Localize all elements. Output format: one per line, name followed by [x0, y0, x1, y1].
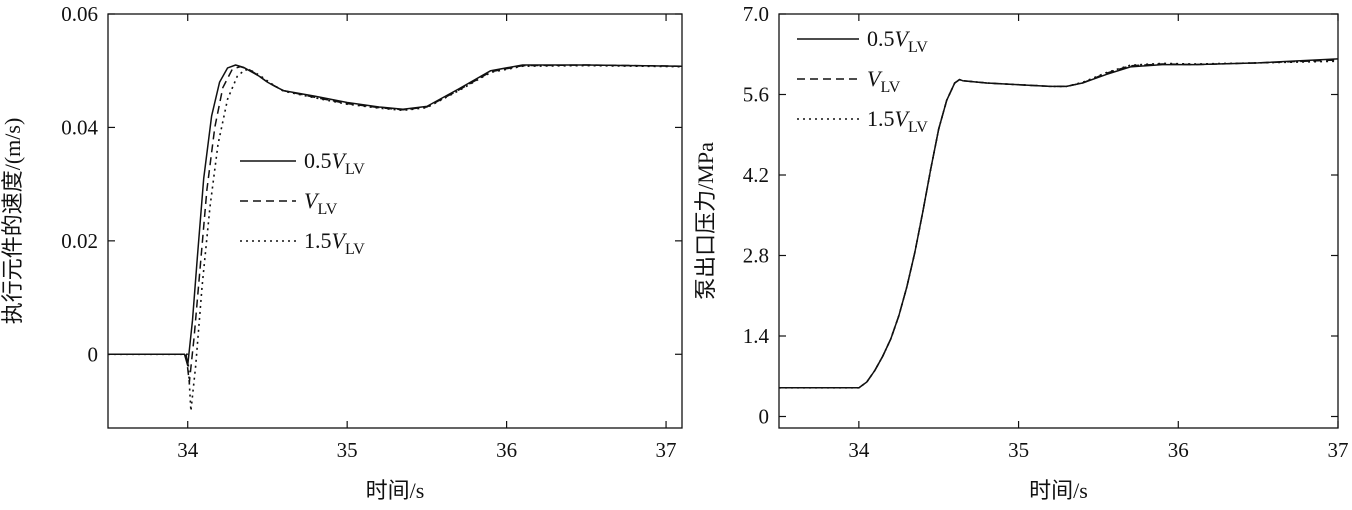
y-axis-label: 执行元件的速度/(m/s) [0, 118, 25, 325]
y-tick-label: 0 [759, 405, 770, 429]
legend-label: 0.5VLV [304, 148, 365, 178]
series-line-dashed [779, 59, 1338, 389]
legend-label: 1.5VLV [867, 106, 928, 136]
legend-variable: V [304, 188, 320, 213]
x-tick-label: 35 [1008, 438, 1029, 462]
y-tick-label: 4.2 [743, 163, 769, 187]
y-tick-label: 0.04 [61, 115, 98, 139]
x-tick-label: 34 [848, 438, 870, 462]
plot-frame [778, 13, 1339, 429]
legend-subscript: LV [880, 79, 900, 96]
x-tick-label: 35 [337, 438, 358, 462]
plot-frame [107, 13, 683, 429]
x-tick-label: 36 [496, 438, 517, 462]
legend-subscript: LV [908, 119, 928, 136]
x-axis-label: 时间/s [366, 478, 425, 503]
x-tick-label: 34 [177, 438, 199, 462]
legend-variable: V [332, 228, 348, 253]
x-tick-label: 36 [1168, 438, 1189, 462]
x-tick-label: 37 [656, 438, 677, 462]
legend-subscript: LV [317, 201, 337, 218]
y-tick-label: 0 [88, 342, 99, 366]
legend-prefix: 0.5 [304, 148, 332, 173]
legend-prefix: 1.5 [867, 106, 895, 131]
y-tick-label: 2.8 [743, 244, 769, 268]
chart-panel-2: 34 35 36 37 0 1.4 2.8 4.2 5.6 7.0 时间/s 泵出口压力/MPa 0.5… [693, 2, 1349, 503]
series-line-dashed [108, 64, 682, 384]
legend-variable: V [895, 26, 911, 51]
legend-variable: V [895, 106, 911, 131]
chart-panel-1: 34 35 36 37 0 0.02 0.04 0.06 时间/s 执行元件的速度/(m/s) 0.… [0, 2, 683, 503]
legend-subscript: LV [345, 241, 365, 258]
legend-label: 1.5VLV [304, 228, 365, 258]
series-line-dotted [108, 64, 682, 412]
y-tick-label: 7.0 [743, 2, 769, 26]
series-line-solid [779, 58, 1338, 389]
x-tick-label: 37 [1328, 438, 1349, 462]
y-axis-label: 泵出口压力/MPa [693, 142, 718, 300]
y-tick-label: 0.06 [61, 2, 98, 26]
y-tick-label: 5.6 [743, 83, 769, 107]
y-tick-label: 0.02 [61, 229, 98, 253]
legend-prefix: 1.5 [304, 228, 332, 253]
legend-variable: V [332, 148, 348, 173]
legend-prefix: 0.5 [867, 26, 895, 51]
legend-variable: V [867, 66, 883, 91]
legend-subscript: LV [345, 161, 365, 178]
legend-subscript: LV [908, 39, 928, 56]
legend-label: VLV [304, 188, 338, 218]
series-line-dotted [779, 60, 1338, 389]
legend-label: 0.5VLV [867, 26, 928, 56]
x-axis-label: 时间/s [1029, 478, 1088, 503]
legend-label: VLV [867, 66, 901, 96]
y-tick-label: 1.4 [743, 324, 770, 348]
